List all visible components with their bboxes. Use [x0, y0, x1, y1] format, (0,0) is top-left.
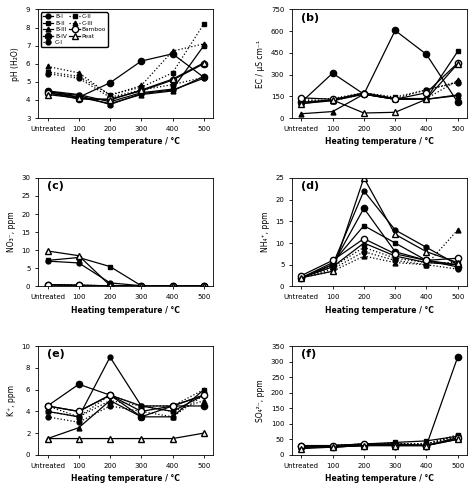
Legend: B-I, B-II, B-III, B-IV, C-I, C-II, C-III, Bamboo, Peat: B-I, B-II, B-III, B-IV, C-I, C-II, C-III… — [41, 12, 108, 47]
Text: (b): (b) — [301, 13, 319, 23]
Y-axis label: SO₄²⁻, ppm: SO₄²⁻, ppm — [256, 379, 265, 422]
Y-axis label: pH (H₂O): pH (H₂O) — [11, 47, 20, 81]
Text: (f): (f) — [301, 349, 316, 360]
X-axis label: Heating temperature / °C: Heating temperature / °C — [71, 306, 180, 315]
Y-axis label: NH₄⁺, ppm: NH₄⁺, ppm — [261, 212, 270, 252]
Y-axis label: NO₃⁻, ppm: NO₃⁻, ppm — [7, 212, 16, 252]
Y-axis label: EC / μS cm⁻¹: EC / μS cm⁻¹ — [256, 40, 265, 88]
X-axis label: Heating temperature / °C: Heating temperature / °C — [71, 137, 180, 147]
Text: (d): (d) — [301, 181, 319, 191]
X-axis label: Heating temperature / °C: Heating temperature / °C — [325, 137, 434, 147]
X-axis label: Heating temperature / °C: Heating temperature / °C — [71, 474, 180, 483]
Text: (e): (e) — [47, 349, 64, 360]
X-axis label: Heating temperature / °C: Heating temperature / °C — [325, 474, 434, 483]
Y-axis label: K⁺, ppm: K⁺, ppm — [7, 385, 16, 416]
Text: (a): (a) — [47, 13, 64, 23]
X-axis label: Heating temperature / °C: Heating temperature / °C — [325, 306, 434, 315]
Text: (c): (c) — [47, 181, 64, 191]
